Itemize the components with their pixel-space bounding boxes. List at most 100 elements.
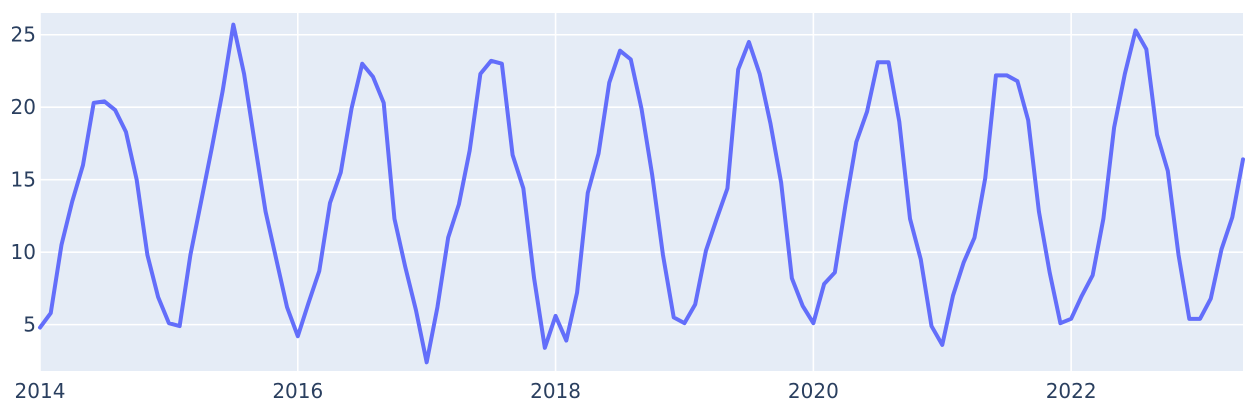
data-point bbox=[854, 140, 858, 144]
y-tick-label: 10 bbox=[11, 240, 36, 264]
data-point bbox=[758, 72, 762, 76]
data-point bbox=[285, 305, 289, 309]
data-point bbox=[919, 257, 923, 261]
data-point bbox=[274, 257, 278, 261]
data-point bbox=[307, 301, 311, 305]
data-point bbox=[1005, 73, 1009, 77]
data-point bbox=[1220, 247, 1224, 251]
data-point bbox=[640, 107, 644, 111]
data-point bbox=[607, 81, 611, 85]
data-point bbox=[682, 321, 686, 325]
data-point bbox=[1144, 47, 1148, 51]
data-point bbox=[317, 269, 321, 273]
data-point bbox=[1209, 297, 1213, 301]
data-point bbox=[629, 57, 633, 61]
data-point bbox=[178, 324, 182, 328]
data-point bbox=[822, 282, 826, 286]
data-point bbox=[747, 40, 751, 44]
data-point bbox=[1091, 273, 1095, 277]
x-tick-label: 2020 bbox=[788, 379, 839, 403]
data-point bbox=[1048, 270, 1052, 274]
data-point bbox=[1134, 28, 1138, 32]
data-point bbox=[768, 121, 772, 125]
data-point bbox=[102, 99, 106, 103]
data-point bbox=[1230, 215, 1234, 219]
data-point bbox=[371, 75, 375, 79]
data-point bbox=[521, 186, 525, 190]
data-point bbox=[983, 176, 987, 180]
data-point bbox=[876, 60, 880, 64]
data-point bbox=[70, 199, 74, 203]
data-point bbox=[511, 153, 515, 157]
data-point bbox=[242, 72, 246, 76]
data-point bbox=[360, 62, 364, 66]
data-point bbox=[543, 346, 547, 350]
data-point bbox=[736, 68, 740, 72]
data-point bbox=[489, 59, 493, 63]
data-point bbox=[425, 360, 429, 364]
data-point bbox=[188, 253, 192, 257]
data-point bbox=[725, 186, 729, 190]
data-point bbox=[811, 321, 815, 325]
data-point bbox=[693, 302, 697, 306]
data-point bbox=[951, 294, 955, 298]
data-point bbox=[940, 343, 944, 347]
data-point bbox=[1037, 210, 1041, 214]
data-point bbox=[49, 311, 53, 315]
data-point bbox=[446, 236, 450, 240]
data-point bbox=[1166, 169, 1170, 173]
data-point bbox=[264, 210, 268, 214]
y-axis: 5 10 15 20 25 bbox=[11, 23, 36, 337]
y-tick-label: 15 bbox=[11, 168, 36, 192]
data-point bbox=[478, 72, 482, 76]
data-point bbox=[435, 305, 439, 309]
y-tick-label: 5 bbox=[23, 313, 36, 337]
data-point bbox=[672, 315, 676, 319]
data-point bbox=[575, 291, 579, 295]
plot-area bbox=[40, 13, 1243, 371]
x-axis: 2014 2016 2018 2020 2022 bbox=[15, 379, 1097, 403]
data-point bbox=[887, 60, 891, 64]
data-point bbox=[597, 152, 601, 156]
data-point bbox=[1015, 79, 1019, 83]
x-tick-label: 2018 bbox=[530, 379, 581, 403]
data-point bbox=[779, 181, 783, 185]
data-point bbox=[221, 89, 225, 93]
data-point bbox=[382, 101, 386, 105]
data-point bbox=[349, 107, 353, 111]
data-point bbox=[124, 130, 128, 134]
data-point bbox=[210, 146, 214, 150]
data-point bbox=[81, 163, 85, 167]
data-point bbox=[1187, 317, 1191, 321]
data-point bbox=[790, 276, 794, 280]
data-point bbox=[844, 202, 848, 206]
data-point bbox=[801, 304, 805, 308]
data-point bbox=[554, 314, 558, 318]
data-point bbox=[1112, 126, 1116, 130]
data-point bbox=[1058, 321, 1062, 325]
data-point bbox=[1069, 317, 1073, 321]
data-point bbox=[564, 339, 568, 343]
data-point bbox=[199, 199, 203, 203]
data-point bbox=[994, 73, 998, 77]
series-layer bbox=[38, 22, 1245, 365]
data-point bbox=[972, 236, 976, 240]
data-point bbox=[339, 170, 343, 174]
data-point bbox=[167, 321, 171, 325]
y-tick-label: 20 bbox=[11, 95, 36, 119]
data-point bbox=[392, 217, 396, 221]
data-point bbox=[715, 217, 719, 221]
data-point bbox=[145, 253, 149, 257]
data-point bbox=[231, 23, 235, 27]
data-point bbox=[457, 202, 461, 206]
data-point bbox=[1123, 72, 1127, 76]
data-point bbox=[586, 191, 590, 195]
data-point bbox=[1177, 253, 1181, 257]
data-point bbox=[833, 270, 837, 274]
data-point bbox=[468, 149, 472, 153]
data-point bbox=[865, 110, 869, 114]
data-point bbox=[92, 101, 96, 105]
x-tick-label: 2022 bbox=[1046, 379, 1097, 403]
y-tick-label: 25 bbox=[11, 23, 36, 47]
